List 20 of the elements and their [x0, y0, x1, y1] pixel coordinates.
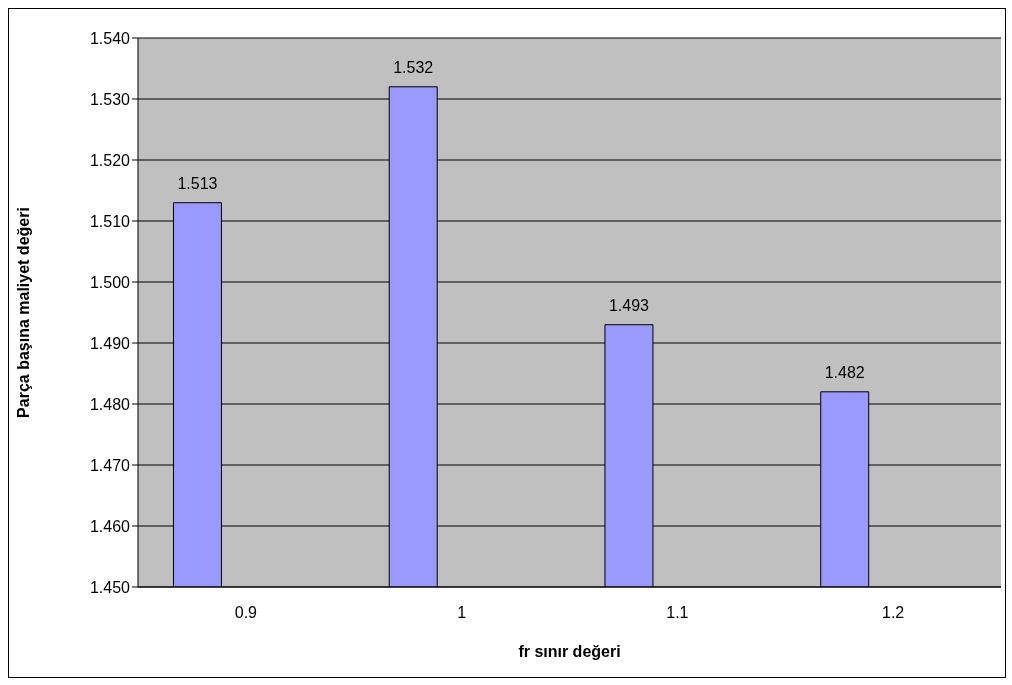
y-tick-label: 1.480 — [89, 395, 131, 413]
y-tick-label: 1.490 — [89, 334, 131, 352]
data-label: 1.532 — [393, 58, 434, 76]
y-tick-label: 1.450 — [89, 578, 131, 596]
y-tick-label: 1.460 — [89, 517, 131, 535]
x-tick-label: 1.1 — [666, 604, 689, 622]
data-label: 1.482 — [824, 363, 865, 381]
data-label: 1.493 — [608, 296, 650, 314]
y-tick-label: 1.500 — [89, 273, 131, 291]
x-tick-label: 0.9 — [234, 604, 258, 622]
y-axis-title: Parça başına maliyet değeri — [14, 207, 32, 418]
x-tick-label: 1 — [457, 604, 467, 622]
y-tick-label: 1.530 — [89, 90, 131, 108]
y-tick-label: 1.520 — [89, 151, 131, 169]
y-tick-label: 1.540 — [89, 29, 131, 47]
y-tick-label: 1.470 — [89, 456, 131, 474]
data-label: 1.513 — [177, 174, 218, 192]
y-tick-label: 1.510 — [89, 212, 131, 230]
x-axis-title: fr sınır değeri — [518, 643, 621, 660]
x-tick-label: 1.2 — [882, 604, 905, 622]
